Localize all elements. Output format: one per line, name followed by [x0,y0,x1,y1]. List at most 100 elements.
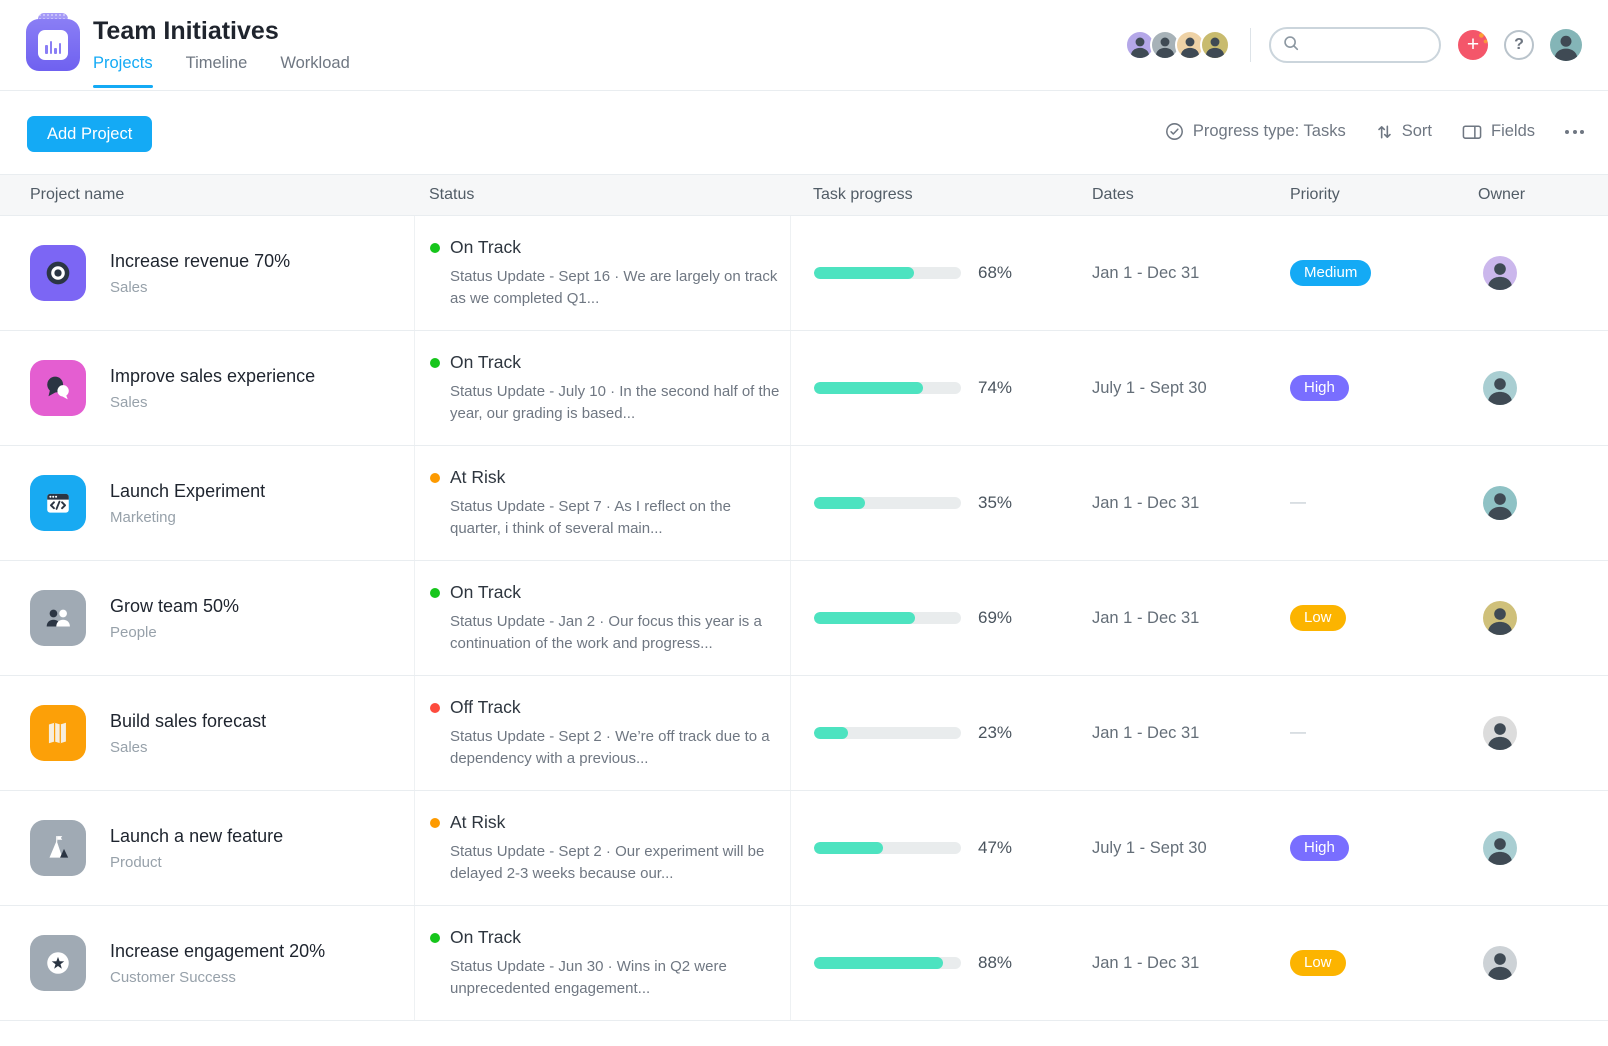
owner-avatar[interactable] [1483,486,1517,520]
status-dot [430,932,440,943]
app-header: Team Initiatives Projects Timeline Workl… [0,0,1608,91]
more-options-button[interactable] [1565,126,1584,138]
add-project-button[interactable]: Add Project [27,116,153,152]
status-cell[interactable]: On Track Status Update - July 10 · In the… [414,331,790,445]
owner-avatar[interactable] [1483,946,1517,980]
status-update-text: Status Update - Sept 7 · As I reflect on… [450,498,731,537]
status-cell[interactable]: At Risk Status Update - Sept 2 · Our expe… [414,791,790,905]
project-name[interactable]: Increase engagement 20% [110,940,326,961]
priority-cell: High [1262,791,1430,905]
create-button[interactable]: + [1458,30,1488,60]
project-name[interactable]: Improve sales experience [110,365,316,386]
project-name[interactable]: Build sales forecast [110,710,267,731]
project-cell: Improve sales experience Sales [0,331,414,445]
status-cell[interactable]: Off Track Status Update - Sept 2 · We’re … [414,676,790,790]
column-header-status: Status [429,186,475,203]
status-head: On Track [430,237,790,258]
table-row[interactable]: Improve sales experience Sales On Track Sta… [0,331,1608,446]
owner-avatar[interactable] [1483,601,1517,635]
priority-cell: Low [1262,906,1430,1020]
status-head: On Track [430,927,790,948]
owner-cell [1430,331,1608,445]
search-input[interactable] [1308,36,1428,54]
header-divider [1250,28,1251,62]
priority-pill[interactable]: High [1290,375,1349,401]
table-row[interactable]: Build sales forecast Sales Off Track Status… [0,676,1608,791]
priority-cell: Medium [1262,216,1430,330]
project-name[interactable]: Launch Experiment [110,480,266,501]
column-header-task-progress: Task progress [813,186,913,203]
progress-type-control[interactable]: Progress type: Tasks [1165,122,1346,141]
project-name[interactable]: Increase revenue 70% [110,250,291,271]
table-row[interactable]: Launch Experiment Marketing At Risk Status … [0,446,1608,561]
portfolio-app-icon [26,13,80,77]
member-avatar[interactable] [1200,30,1230,60]
status-head: On Track [430,352,790,373]
table-row[interactable]: Launch a new feature Product At Risk Status… [0,791,1608,906]
status-cell[interactable]: On Track Status Update - Jan 2 · Our focu… [414,561,790,675]
project-name[interactable]: Grow team 50% [110,595,240,616]
date-range: Jan 1 - Dec 31 [1092,723,1200,742]
priority-cell: Low [1262,561,1430,675]
status-label: On Track [450,927,521,948]
owner-avatar[interactable] [1483,371,1517,405]
progress-bar [814,382,961,394]
priority-pill[interactable]: High [1290,835,1349,861]
status-cell[interactable]: On Track Status Update - Sept 16 · We are… [414,216,790,330]
tab-timeline[interactable]: Timeline [185,54,248,72]
project-name[interactable]: Launch a new feature [110,825,284,846]
help-button[interactable]: ? [1504,30,1534,60]
date-range: Jan 1 - Dec 31 [1092,608,1200,627]
profile-avatar[interactable] [1550,29,1582,61]
task-progress-cell: 74% [790,331,1064,445]
tab-projects[interactable]: Projects [93,54,153,88]
table-row[interactable]: Grow team 50% People On Track Status Update… [0,561,1608,676]
progress-bar-fill [814,267,914,279]
task-progress-cell: 69% [790,561,1064,675]
status-label: At Risk [450,812,506,833]
code-icon [30,475,86,531]
project-team-label: Product [110,853,162,871]
fields-label: Fields [1490,122,1535,140]
status-cell[interactable]: On Track Status Update - Jun 30 · Wins in… [414,906,790,1020]
owner-avatar[interactable] [1483,716,1517,750]
status-dot [430,242,440,253]
project-team-label: Marketing [110,508,176,526]
search-icon [1282,34,1300,57]
project-text: Improve sales experience Sales [110,366,315,411]
dates-cell: Jan 1 - Dec 31 [1064,561,1262,675]
project-text: Grow team 50% People [110,596,239,641]
project-cell: Launch a new feature Product [0,791,414,905]
people-icon [30,590,86,646]
priority-pill[interactable]: Low [1290,950,1346,976]
progress-bar [814,267,961,279]
table-row[interactable]: Increase revenue 70% Sales On Track Status … [0,216,1608,331]
member-avatar-stack [1125,30,1230,60]
status-dot [430,357,440,368]
tab-workload[interactable]: Workload [280,54,350,72]
priority-pill[interactable]: Medium [1290,260,1372,286]
column-header-owner: Owner [1478,186,1526,203]
date-range: Jan 1 - Dec 31 [1092,493,1200,512]
member-avatar[interactable] [1125,30,1155,60]
progress-bar [814,612,961,624]
progress-bar-fill [814,842,884,854]
owner-avatar[interactable] [1483,831,1517,865]
owner-avatar[interactable] [1483,256,1517,290]
owner-cell [1430,906,1608,1020]
dates-cell: July 1 - Sept 30 [1064,791,1262,905]
progress-bar-fill [814,612,916,624]
table-row[interactable]: Increase engagement 20% Customer Success O… [0,906,1608,1021]
priority-cell: — [1262,676,1430,790]
status-cell[interactable]: At Risk Status Update - Sept 7 · As I ref… [414,446,790,560]
priority-cell: — [1262,446,1430,560]
search-box[interactable] [1269,27,1441,63]
sort-label: Sort [1401,122,1432,140]
progress-percent: 74% [978,378,1013,397]
progress-percent: 69% [978,608,1013,627]
fields-control[interactable]: Fields [1462,122,1535,141]
portfolio-icon-body [26,19,80,71]
progress-bar-fill [814,957,944,969]
sort-control[interactable]: Sort [1376,122,1432,141]
priority-pill[interactable]: Low [1290,605,1346,631]
